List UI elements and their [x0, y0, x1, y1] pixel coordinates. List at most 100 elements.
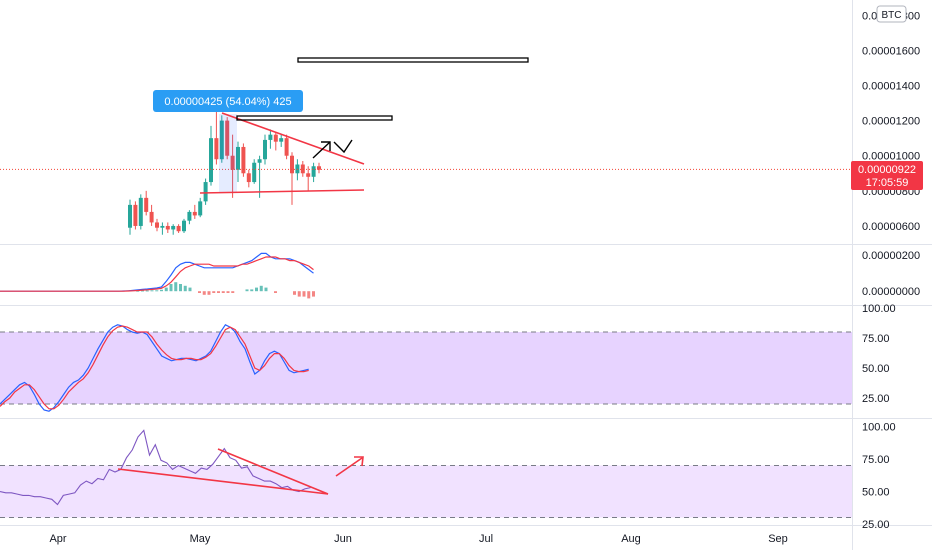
stoch-tick-label: 50.00	[862, 363, 890, 375]
stoch-band-fill	[0, 332, 852, 404]
macd-histogram-bar	[231, 291, 235, 293]
candle-body	[133, 204, 138, 226]
price-tick-label: 0.00001400	[862, 80, 920, 92]
macd-histogram-bar	[255, 287, 258, 292]
rsi-pane	[0, 429, 311, 506]
candle-body	[263, 139, 267, 160]
macd-histogram-bar	[307, 291, 311, 299]
macd-histogram-bar	[183, 285, 187, 292]
candle-body	[290, 155, 294, 174]
price-tick-label: 0.00001000	[862, 151, 920, 163]
candle-body	[187, 211, 192, 221]
candle-body	[273, 134, 278, 142]
macd-histogram-bar	[221, 291, 225, 293]
candle-body	[225, 120, 230, 156]
macd-histogram-bar	[212, 291, 216, 293]
price-axis[interactable]: 0.000018000.000016000.000014000.00001200…	[862, 10, 920, 531]
arrow-up	[312, 141, 331, 159]
candle-body	[128, 204, 132, 228]
macd-histogram-bar	[179, 284, 182, 292]
macd-histogram-bar	[274, 291, 277, 293]
stoch-d-line	[0, 325, 309, 410]
candlestick-series	[0, 111, 852, 235]
rsi-upper-trendline	[217, 448, 329, 495]
candle-body	[198, 201, 203, 216]
candle-body	[230, 155, 235, 170]
macd-histogram-bar	[145, 290, 149, 292]
last-price-badge: 0.00000922 17:05:59	[851, 161, 923, 190]
macd-line	[0, 252, 314, 292]
rsi-tick-label: 100.00	[862, 422, 896, 434]
macd-histogram-bar	[217, 291, 220, 293]
macd-histogram-bar	[188, 287, 192, 292]
candle-body	[252, 162, 257, 183]
macd-histogram-bar	[155, 290, 159, 292]
macd-histogram-bar	[141, 290, 144, 292]
candle-body	[182, 220, 186, 232]
macd-histogram-bar	[302, 291, 306, 297]
arrow-up-head	[321, 141, 331, 151]
arrow-down	[333, 139, 353, 154]
stoch-k-line	[0, 324, 309, 412]
rsi-band	[0, 331, 852, 405]
macd-histogram-bar	[264, 287, 268, 292]
descending-trendline	[221, 112, 365, 165]
candle-body	[203, 182, 208, 202]
candle-body	[268, 134, 273, 140]
macd-histogram-bar	[207, 291, 211, 295]
macd-histogram-bar	[136, 290, 140, 292]
stoch-tick-label: 100.00	[862, 303, 896, 315]
candle-body	[219, 120, 224, 160]
time-tick-label: May	[190, 533, 211, 545]
time-tick-label: Jul	[479, 533, 493, 545]
candle-body	[149, 211, 154, 223]
rsi-tick-label: 50.00	[862, 487, 890, 499]
rsi-tick-label: 25.00	[862, 519, 890, 531]
macd-histogram-bar	[245, 289, 249, 292]
rsi-band-fill	[0, 465, 852, 518]
time-tick-label: Apr	[49, 533, 66, 545]
time-axis[interactable]: Apr May Jun Jul Aug Sep	[49, 533, 787, 545]
macd-histogram-bar	[297, 291, 301, 297]
macd-tick-label: 0.00000000	[862, 286, 920, 298]
macd-histogram-bar	[174, 282, 178, 292]
macd-histogram-bar	[226, 291, 230, 293]
candle-body	[295, 164, 300, 174]
resistance-box	[297, 57, 529, 63]
time-tick-label: Sep	[768, 533, 788, 545]
last-price-countdown: 17:05:59	[866, 177, 909, 189]
macd-histogram-bar	[312, 291, 315, 297]
symbol-badge[interactable]: BTC	[876, 5, 907, 23]
candle-body	[214, 138, 219, 160]
price-tick-label: 0.00001600	[862, 45, 920, 57]
candle-body	[176, 225, 181, 232]
candle-body	[300, 164, 305, 174]
price-tick-label: 0.00001200	[862, 116, 920, 128]
time-tick-label: Aug	[621, 533, 641, 545]
measure-tooltip: 0.00000425 (54.04%) 425	[153, 90, 303, 112]
macd-histogram-bar	[150, 290, 154, 292]
candle-body	[284, 138, 289, 156]
macd-histogram-bar	[259, 285, 263, 292]
resistance-box	[236, 115, 393, 121]
rsi-line	[0, 429, 311, 506]
candle-body	[306, 173, 311, 177]
candle-body	[209, 138, 213, 183]
candle-body	[236, 146, 240, 170]
stoch-tick-label: 75.00	[862, 333, 890, 345]
rsi-lower-trendline	[117, 468, 329, 495]
macd-histogram-bar	[169, 284, 173, 292]
last-price-value: 0.00000922	[858, 164, 916, 176]
measure-tooltip-text: 0.00000425 (54.04%) 425	[164, 96, 291, 108]
macd-histogram-bar	[250, 289, 254, 292]
signal-line	[0, 256, 314, 292]
candle-body	[155, 222, 159, 228]
candle-body	[257, 159, 262, 163]
candle-body	[192, 211, 197, 216]
measure-range-box	[219, 114, 237, 192]
stoch-tick-label: 25.00	[862, 393, 890, 405]
candle-body	[311, 166, 316, 177]
candle-body	[144, 197, 149, 212]
